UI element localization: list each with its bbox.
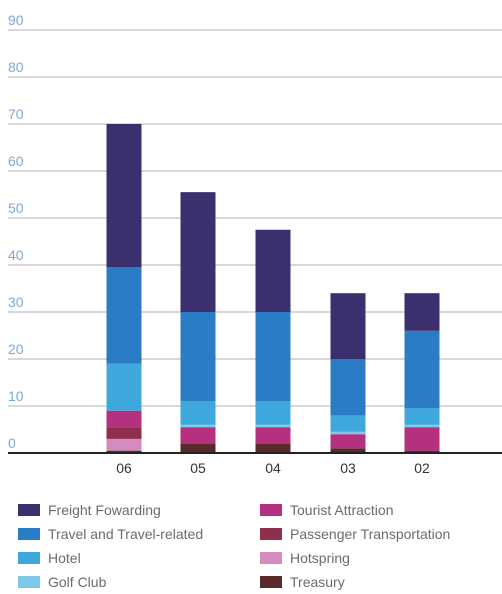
bar-treasury-03 — [330, 448, 366, 453]
legend-item-hotspring: Hotspring — [260, 548, 350, 568]
x-tick-label-03: 03 — [340, 460, 356, 476]
legend-swatch-golf-club — [18, 576, 40, 588]
x-tick-label-04: 04 — [265, 460, 281, 476]
bar-treasury-06 — [106, 450, 142, 453]
legend-item-passenger-transportation: Passenger Transportation — [260, 524, 450, 544]
y-tick-label-0: 0 — [8, 435, 16, 451]
y-tick-label-40: 40 — [8, 247, 24, 263]
y-tick-label-90: 90 — [8, 12, 24, 28]
bar-tourist-attraction-04 — [255, 427, 291, 444]
legend-item-travel-and-travel-related: Travel and Travel-related — [18, 524, 203, 544]
legend-label-tourist-attraction: Tourist Attraction — [290, 502, 394, 518]
legend-item-treasury: Treasury — [260, 572, 345, 592]
x-tick-label-06: 06 — [116, 460, 132, 476]
bar-treasury-04 — [255, 443, 291, 453]
bar-travel-and-travel-related-05 — [180, 312, 216, 402]
bar-treasury-05 — [180, 443, 216, 453]
bar-hotel-06 — [106, 363, 142, 411]
bar-hotspring-06 — [106, 438, 142, 451]
bar-hotel-04 — [255, 401, 291, 425]
legend-label-passenger-transportation: Passenger Transportation — [290, 526, 451, 542]
legend-swatch-hotspring — [260, 552, 282, 564]
bar-freight-fowarding-06 — [106, 124, 142, 268]
x-tick-label-05: 05 — [190, 460, 206, 476]
bar-travel-and-travel-related-06 — [106, 267, 142, 364]
legend-swatch-freight-fowarding — [18, 504, 40, 516]
bar-hotel-03 — [330, 415, 366, 432]
bar-tourist-attraction-03 — [330, 434, 366, 449]
bar-tourist-attraction-02 — [404, 427, 440, 451]
chart-legend: Freight Fowarding Travel and Travel-rela… — [18, 500, 502, 594]
y-tick-label-60: 60 — [8, 153, 24, 169]
bar-passenger-transportation-06 — [106, 427, 142, 439]
legend-item-hotel: Hotel — [18, 548, 81, 568]
legend-item-golf-club: Golf Club — [18, 572, 106, 592]
y-tick-label-80: 80 — [8, 59, 24, 75]
y-tick-label-20: 20 — [8, 341, 24, 357]
bar-freight-fowarding-03 — [330, 293, 366, 359]
bar-freight-fowarding-04 — [255, 229, 291, 312]
stacked-bar-chart: 0 10 20 30 40 50 60 70 80 90 06 05 04 03 02 — [8, 12, 502, 476]
legend-item-freight-fowarding: Freight Fowarding — [18, 500, 161, 520]
bar-travel-and-travel-related-03 — [330, 359, 366, 416]
bar-freight-fowarding-02 — [404, 293, 440, 331]
legend-label-hotel: Hotel — [48, 550, 81, 566]
bar-hotel-02 — [404, 408, 440, 425]
bar-tourist-attraction-06 — [106, 410, 142, 428]
bar-freight-fowarding-05 — [180, 192, 216, 312]
bar-hotel-05 — [180, 401, 216, 425]
legend-label-hotspring: Hotspring — [290, 550, 350, 566]
legend-swatch-tourist-attraction — [260, 504, 282, 516]
legend-label-treasury: Treasury — [290, 574, 345, 590]
y-tick-label-30: 30 — [8, 294, 24, 310]
bar-golf-club-04 — [255, 424, 291, 428]
bar-treasury-02 — [404, 450, 440, 453]
legend-swatch-hotel — [18, 552, 40, 564]
legend-item-tourist-attraction: Tourist Attraction — [260, 500, 394, 520]
bar-tourist-attraction-05 — [180, 427, 216, 444]
bar-golf-club-05 — [180, 424, 216, 428]
bar-travel-and-travel-related-02 — [404, 330, 440, 409]
legend-label-golf-club: Golf Club — [48, 574, 107, 590]
y-tick-label-50: 50 — [8, 200, 24, 216]
legend-swatch-treasury — [260, 576, 282, 588]
y-tick-label-70: 70 — [8, 106, 24, 122]
y-tick-label-10: 10 — [8, 388, 24, 404]
bar-golf-club-03 — [330, 431, 366, 435]
legend-swatch-travel-and-travel-related — [18, 528, 40, 540]
bar-travel-and-travel-related-04 — [255, 312, 291, 402]
legend-label-freight-fowarding: Freight Fowarding — [48, 502, 161, 518]
x-tick-label-02: 02 — [414, 460, 430, 476]
bar-golf-club-02 — [404, 424, 440, 428]
legend-swatch-passenger-transportation — [260, 528, 282, 540]
legend-label-travel-and-travel-related: Travel and Travel-related — [48, 526, 204, 542]
